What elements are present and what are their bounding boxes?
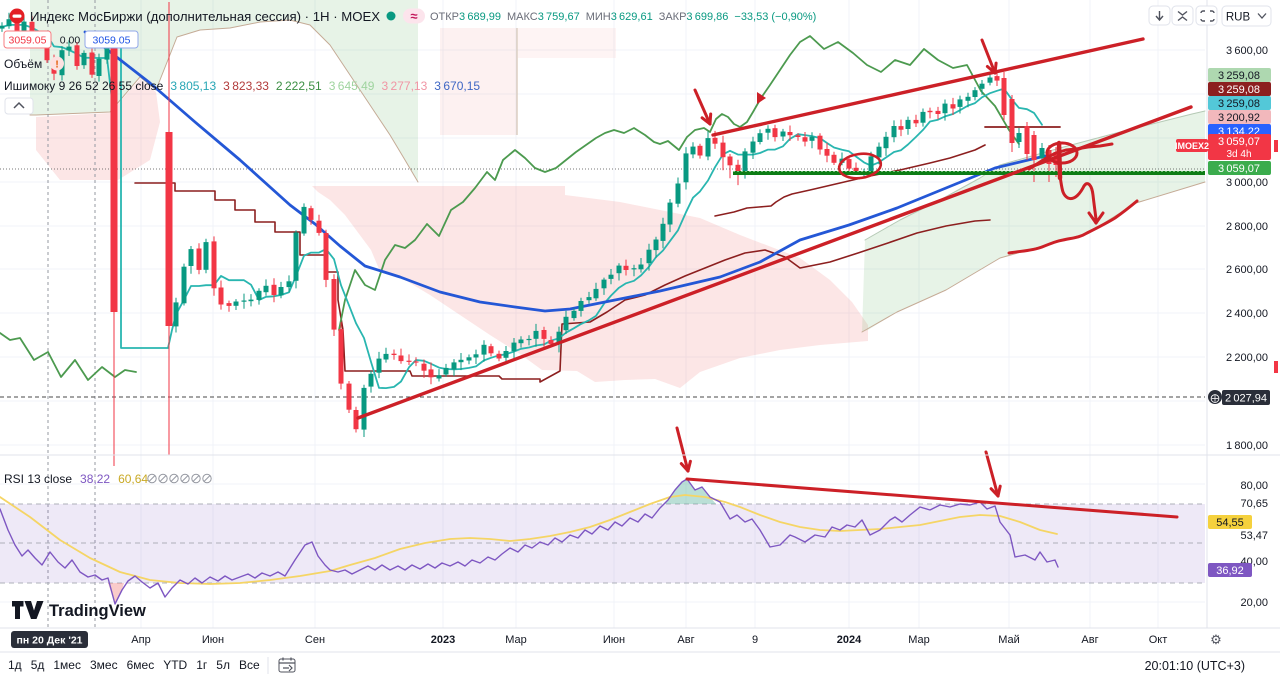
svg-text:3 600,00: 3 600,00	[1226, 45, 1268, 57]
svg-text:2 800,00: 2 800,00	[1226, 221, 1268, 233]
svg-text:80,00: 80,00	[1240, 480, 1268, 492]
svg-text:3 059,07: 3 059,07	[1218, 136, 1260, 148]
svg-text:Индекс МосБиржи (дополнительна: Индекс МосБиржи (дополнительная сессия) …	[30, 9, 380, 24]
svg-text:70,65: 70,65	[1240, 498, 1268, 510]
svg-text:3d 4h: 3d 4h	[1226, 149, 1251, 160]
svg-text:0.00: 0.00	[60, 35, 81, 47]
svg-text:Мар: Мар	[505, 634, 527, 646]
svg-text:3 000,00: 3 000,00	[1226, 177, 1268, 189]
svg-text:⨁: ⨁	[1211, 393, 1220, 403]
svg-text:⚙: ⚙	[1210, 632, 1222, 647]
svg-text:Авг: Авг	[1081, 634, 1098, 646]
svg-text:!: !	[55, 60, 58, 71]
svg-text:Апр: Апр	[131, 634, 150, 646]
svg-text:3059.05: 3059.05	[9, 35, 47, 47]
svg-text:3 200,92: 3 200,92	[1218, 112, 1260, 124]
svg-text:1 800,00: 1 800,00	[1226, 440, 1268, 452]
svg-text:≈: ≈	[410, 9, 417, 24]
svg-text:53,47: 53,47	[1240, 530, 1268, 542]
svg-text:2 600,00: 2 600,00	[1226, 264, 1268, 276]
svg-text:Июн: Июн	[202, 634, 224, 646]
svg-text:20:01:10 (UTC+3): 20:01:10 (UTC+3)	[1145, 659, 1245, 673]
svg-text:RUB: RUB	[1226, 12, 1251, 24]
svg-text:Май: Май	[998, 634, 1020, 646]
svg-text:36,92: 36,92	[1216, 565, 1244, 577]
svg-text:2 027,94: 2 027,94	[1225, 393, 1267, 405]
svg-text:20,00: 20,00	[1240, 597, 1268, 609]
svg-text:2 200,00: 2 200,00	[1226, 352, 1268, 364]
svg-text:3 259,08: 3 259,08	[1218, 98, 1260, 110]
svg-text:Окт: Окт	[1149, 634, 1168, 646]
svg-text:3 059,07: 3 059,07	[1218, 163, 1260, 175]
svg-text:Сен: Сен	[305, 634, 325, 646]
svg-text:3059.05: 3059.05	[93, 35, 131, 47]
svg-text:пн 20 Дек '21: пн 20 Дек '21	[17, 635, 83, 647]
svg-text:Объём: Объём	[4, 57, 42, 71]
svg-text:Авг: Авг	[677, 634, 694, 646]
svg-text:3 259,08: 3 259,08	[1218, 70, 1260, 82]
svg-text:3 259,08: 3 259,08	[1218, 84, 1260, 96]
svg-text:Июн: Июн	[603, 634, 625, 646]
svg-text:54,55: 54,55	[1216, 517, 1244, 529]
svg-text:IMOEX2: IMOEX2	[1175, 141, 1209, 151]
svg-text:Мар: Мар	[908, 634, 930, 646]
svg-text:9: 9	[752, 634, 758, 646]
svg-text:2023: 2023	[431, 634, 455, 646]
svg-text:TradingView: TradingView	[49, 602, 146, 620]
svg-text:2 400,00: 2 400,00	[1226, 308, 1268, 320]
svg-text:2024: 2024	[837, 634, 862, 646]
